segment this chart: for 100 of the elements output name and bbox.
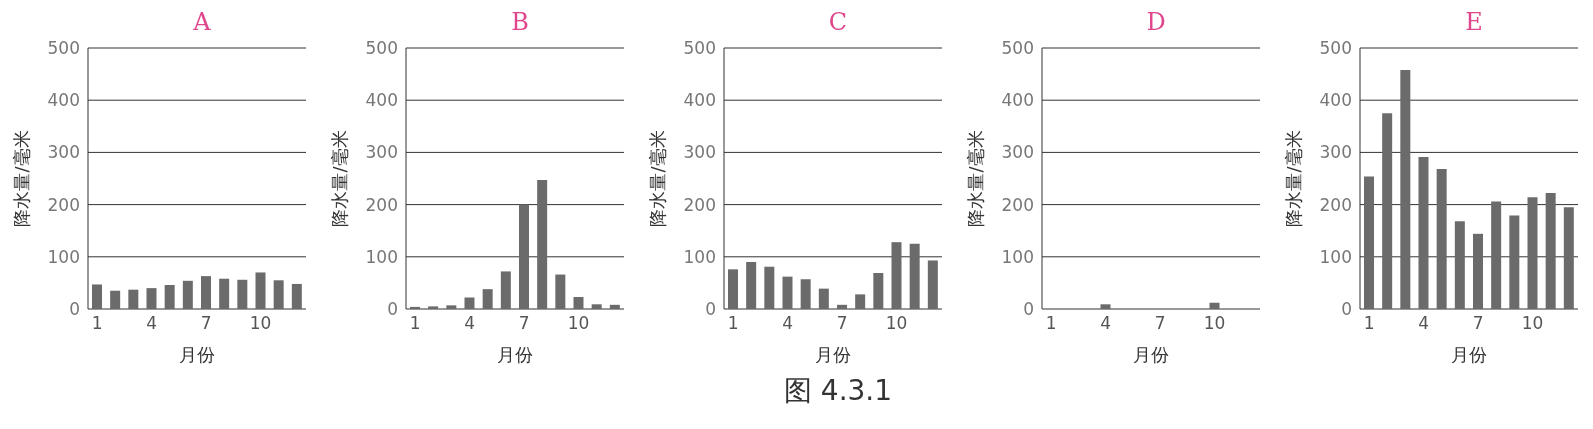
y-tick-label: 400	[1001, 90, 1034, 111]
x-tick-label: 1	[91, 313, 103, 334]
y-tick-label: 200	[47, 194, 80, 215]
y-tick-label: 0	[1023, 299, 1034, 320]
bar	[1491, 201, 1502, 309]
x-tick-label: 4	[1418, 313, 1429, 334]
y-tick-label: 400	[47, 90, 80, 111]
y-axis-title: 降水量/毫米	[11, 130, 33, 227]
x-tick-label: 7	[200, 313, 212, 334]
bar	[164, 284, 175, 309]
y-tick-label: 100	[47, 246, 80, 267]
bar	[746, 262, 757, 309]
y-tick-label: 300	[683, 142, 716, 163]
y-tick-label: 100	[365, 246, 398, 267]
bar	[92, 284, 102, 309]
x-tick-label: 1	[409, 313, 421, 334]
x-tick-label: 10	[1521, 313, 1544, 334]
y-axis-title: 降水量/毫米	[329, 130, 351, 227]
x-tick-label: 7	[1472, 313, 1484, 334]
x-tick-label: 10	[1203, 313, 1226, 334]
bar	[1454, 221, 1465, 309]
chart-title: A	[192, 8, 212, 38]
bar	[1545, 193, 1556, 309]
y-tick-label: 200	[365, 194, 398, 215]
bar	[1364, 176, 1374, 309]
bar	[1436, 169, 1447, 309]
bar	[1400, 69, 1411, 309]
bar	[1563, 207, 1574, 309]
y-tick-label: 100	[1001, 246, 1034, 267]
bar	[291, 283, 302, 309]
bar	[464, 297, 475, 309]
y-tick-label: 200	[1001, 194, 1034, 215]
y-tick-label: 300	[47, 142, 80, 163]
x-tick-label: 7	[836, 313, 848, 334]
bar	[255, 272, 266, 309]
x-tick-label: 4	[464, 313, 475, 334]
y-tick-label: 300	[1001, 142, 1034, 163]
bar	[110, 290, 121, 309]
chart-title: C	[827, 8, 849, 38]
chart-title: E	[1464, 8, 1484, 38]
chart-title: D	[1145, 8, 1167, 38]
bar	[837, 304, 847, 309]
y-tick-label: 100	[1319, 246, 1352, 267]
bar	[146, 288, 157, 309]
bar	[1418, 157, 1429, 309]
x-tick-label: 10	[885, 313, 908, 334]
x-tick-label: 4	[782, 313, 793, 334]
bar	[1382, 113, 1393, 309]
y-tick-label: 500	[1319, 38, 1352, 59]
x-tick-label: 1	[1045, 313, 1057, 334]
x-tick-label: 4	[1100, 313, 1111, 334]
y-tick-label: 300	[365, 142, 398, 163]
bar	[201, 276, 211, 309]
y-tick-label: 0	[1341, 299, 1352, 320]
x-tick-label: 1	[727, 313, 739, 334]
bar	[728, 269, 738, 309]
bar	[800, 279, 811, 309]
bar	[428, 306, 439, 309]
x-tick-label: 7	[1154, 313, 1166, 334]
bar	[537, 180, 548, 309]
y-tick-label: 500	[1001, 38, 1034, 59]
chart-title: B	[510, 8, 530, 38]
x-axis-title: 月份	[815, 344, 851, 365]
bar	[1473, 233, 1483, 309]
bar	[519, 204, 529, 309]
bar	[182, 280, 193, 309]
bar	[446, 305, 457, 309]
y-tick-label: 200	[1319, 194, 1352, 215]
y-axis-title: 降水量/毫米	[965, 130, 987, 227]
bar	[818, 288, 829, 309]
x-tick-label: 4	[146, 313, 157, 334]
y-tick-label: 100	[683, 246, 716, 267]
y-tick-label: 0	[387, 299, 398, 320]
y-tick-label: 500	[683, 38, 716, 59]
bar	[273, 280, 284, 309]
x-axis-title: 月份	[1133, 344, 1169, 365]
x-tick-label: 10	[249, 313, 272, 334]
bar	[855, 294, 866, 309]
bar	[591, 304, 602, 309]
bar	[782, 276, 793, 309]
caption: 图 4.3.1	[782, 373, 894, 409]
bar	[555, 274, 566, 309]
bar	[1527, 197, 1538, 309]
bar	[573, 296, 584, 309]
bar	[482, 289, 493, 309]
y-tick-label: 400	[365, 90, 398, 111]
bar	[128, 289, 139, 309]
bar	[1509, 215, 1520, 309]
bar	[909, 243, 920, 309]
y-tick-label: 400	[1319, 90, 1352, 111]
y-tick-label: 500	[47, 38, 80, 59]
bar	[891, 242, 902, 309]
bar	[500, 271, 511, 309]
bar	[237, 279, 248, 309]
x-axis-title: 月份	[1451, 344, 1487, 365]
bar	[410, 306, 420, 309]
y-tick-label: 500	[365, 38, 398, 59]
bar	[927, 260, 938, 309]
y-tick-label: 300	[1319, 142, 1352, 163]
bar	[219, 278, 230, 309]
